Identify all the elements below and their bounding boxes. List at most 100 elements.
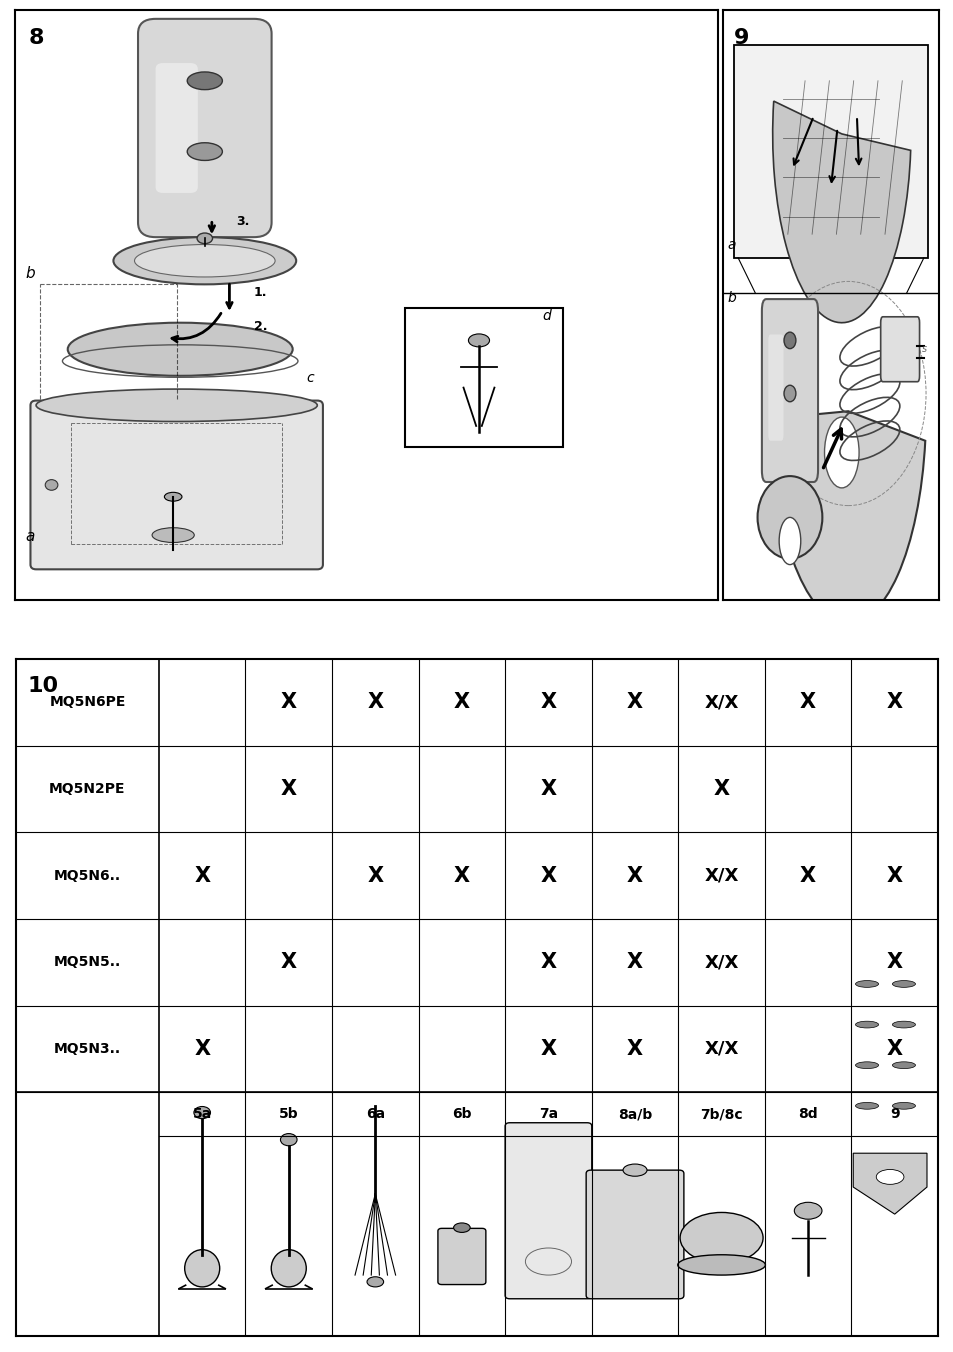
FancyBboxPatch shape — [30, 400, 322, 569]
Text: X: X — [800, 865, 816, 886]
Wedge shape — [772, 101, 910, 323]
Text: 8a/b: 8a/b — [618, 1107, 652, 1121]
Ellipse shape — [779, 518, 800, 565]
Text: X: X — [367, 692, 383, 713]
Ellipse shape — [783, 385, 795, 402]
Text: 8: 8 — [29, 27, 45, 47]
Ellipse shape — [468, 334, 489, 347]
Ellipse shape — [782, 366, 791, 385]
Text: 7b/8c: 7b/8c — [700, 1107, 742, 1121]
Ellipse shape — [113, 237, 295, 284]
Ellipse shape — [164, 492, 182, 502]
Text: X: X — [454, 692, 470, 713]
FancyBboxPatch shape — [504, 1122, 591, 1299]
Text: X: X — [193, 865, 210, 886]
Polygon shape — [852, 1153, 926, 1214]
Text: X: X — [367, 865, 383, 886]
Ellipse shape — [193, 1106, 211, 1118]
Text: X: X — [280, 692, 296, 713]
Text: X: X — [539, 779, 556, 799]
Ellipse shape — [679, 1213, 762, 1263]
Text: X: X — [885, 865, 902, 886]
FancyBboxPatch shape — [405, 308, 563, 446]
FancyBboxPatch shape — [880, 316, 919, 381]
Text: X/X: X/X — [703, 867, 738, 884]
Text: d: d — [541, 308, 551, 323]
Ellipse shape — [794, 1202, 821, 1220]
Text: X: X — [885, 692, 902, 713]
Text: X: X — [539, 1038, 556, 1059]
FancyBboxPatch shape — [733, 46, 927, 258]
Text: X: X — [626, 692, 642, 713]
Text: 10: 10 — [27, 676, 58, 696]
Text: c: c — [307, 370, 314, 385]
Ellipse shape — [876, 1169, 903, 1184]
Text: b: b — [26, 266, 35, 281]
Text: 5b: 5b — [278, 1107, 298, 1121]
Ellipse shape — [68, 323, 293, 376]
Text: a: a — [726, 238, 735, 251]
Text: X: X — [885, 952, 902, 972]
Text: 7a: 7a — [538, 1107, 558, 1121]
Ellipse shape — [677, 1255, 764, 1275]
FancyBboxPatch shape — [761, 299, 817, 483]
Text: X: X — [626, 952, 642, 972]
Text: X: X — [539, 692, 556, 713]
FancyBboxPatch shape — [767, 334, 782, 441]
Text: X: X — [280, 952, 296, 972]
Text: X: X — [539, 865, 556, 886]
Ellipse shape — [45, 480, 58, 491]
Ellipse shape — [187, 72, 222, 89]
Ellipse shape — [855, 1102, 878, 1109]
Ellipse shape — [891, 1061, 915, 1068]
Text: X/X: X/X — [703, 694, 738, 711]
Text: MQ5N6..: MQ5N6.. — [53, 868, 121, 883]
Ellipse shape — [855, 980, 878, 987]
Text: a: a — [26, 529, 35, 544]
Text: 6b: 6b — [452, 1107, 471, 1121]
Ellipse shape — [197, 233, 213, 243]
Text: MQ5N2PE: MQ5N2PE — [50, 781, 126, 796]
Ellipse shape — [367, 1276, 383, 1287]
Text: X: X — [539, 952, 556, 972]
Text: 5a: 5a — [193, 1107, 212, 1121]
Text: 9: 9 — [733, 27, 748, 47]
FancyBboxPatch shape — [585, 1169, 683, 1299]
Wedge shape — [770, 411, 924, 623]
Ellipse shape — [152, 527, 194, 542]
Text: MQ5N5..: MQ5N5.. — [53, 956, 121, 969]
Text: 3.: 3. — [236, 215, 250, 228]
Text: 2.: 2. — [253, 320, 267, 333]
Text: MQ5N6PE: MQ5N6PE — [50, 695, 126, 710]
Text: X: X — [280, 779, 296, 799]
Text: 8d: 8d — [798, 1107, 817, 1121]
Text: X: X — [626, 1038, 642, 1059]
Text: X: X — [800, 692, 816, 713]
Ellipse shape — [453, 1224, 470, 1233]
Ellipse shape — [134, 245, 274, 277]
FancyBboxPatch shape — [138, 19, 272, 237]
Ellipse shape — [855, 1021, 878, 1028]
FancyBboxPatch shape — [437, 1229, 485, 1284]
Ellipse shape — [891, 1102, 915, 1109]
Ellipse shape — [757, 476, 821, 558]
Ellipse shape — [891, 1021, 915, 1028]
Ellipse shape — [187, 143, 222, 161]
Ellipse shape — [783, 333, 795, 349]
Ellipse shape — [823, 418, 859, 488]
Ellipse shape — [622, 1164, 646, 1176]
Text: b: b — [726, 291, 736, 306]
Text: s: s — [921, 345, 926, 354]
Text: MQ5N3..: MQ5N3.. — [53, 1042, 121, 1056]
Text: 9: 9 — [889, 1107, 899, 1121]
Text: X/X: X/X — [703, 1040, 738, 1059]
Ellipse shape — [855, 1061, 878, 1068]
Text: X/X: X/X — [703, 953, 738, 971]
Text: X: X — [713, 779, 729, 799]
FancyBboxPatch shape — [155, 64, 197, 193]
Text: X: X — [626, 865, 642, 886]
Ellipse shape — [185, 1249, 219, 1287]
Text: X: X — [193, 1038, 210, 1059]
Text: 1.: 1. — [253, 287, 267, 299]
Text: 6a: 6a — [365, 1107, 384, 1121]
